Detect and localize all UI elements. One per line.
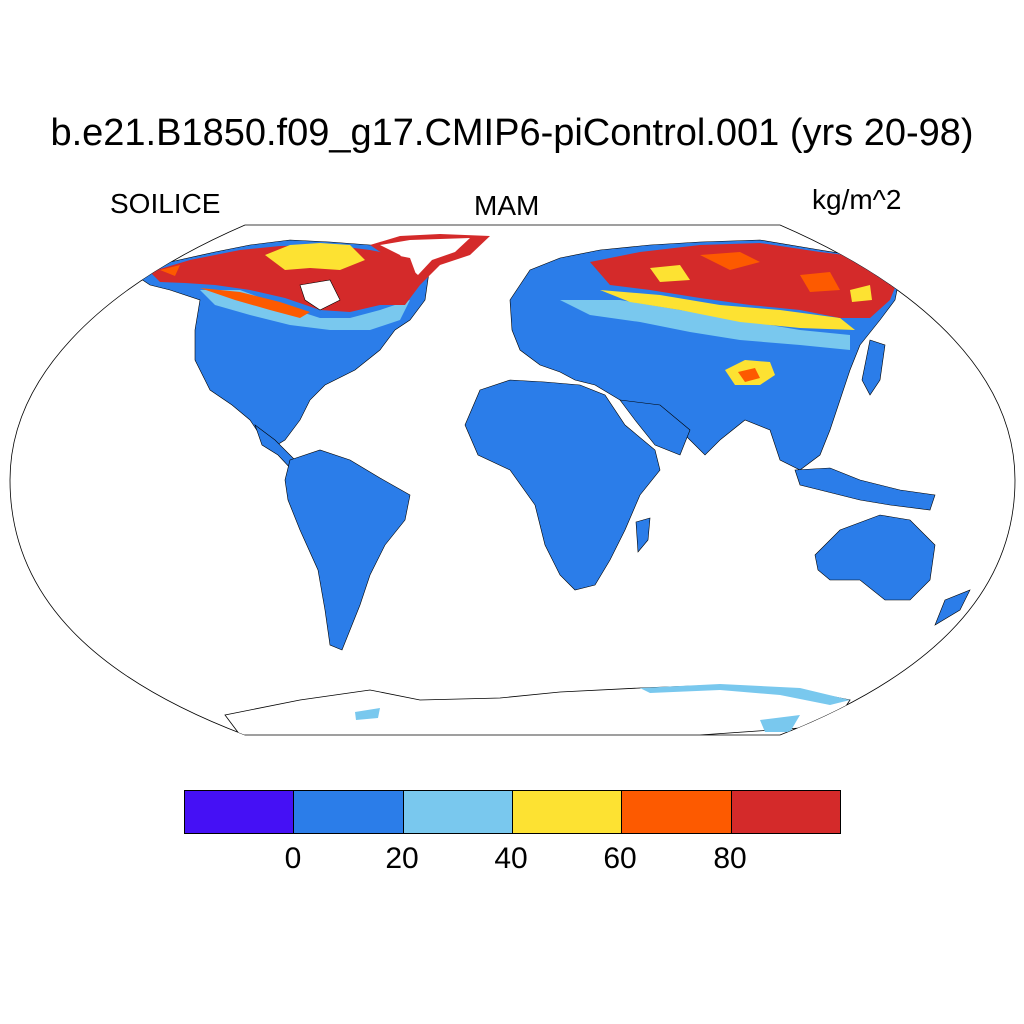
land-australia <box>814 514 936 601</box>
greenland-ice <box>380 238 470 275</box>
land-new-zealand <box>934 589 971 626</box>
colorbar-label: 0 <box>284 842 302 875</box>
hudson-bay <box>299 279 341 311</box>
land-japan <box>861 339 886 396</box>
colorbar-bin <box>294 791 404 833</box>
colorbar <box>184 790 841 834</box>
land-africa <box>464 379 661 591</box>
zone-eu-60b <box>650 265 872 302</box>
colorbar-bin <box>185 791 295 833</box>
land-arabia <box>619 399 691 456</box>
colorbar-label: 40 <box>494 842 528 875</box>
land-madagascar <box>635 517 651 553</box>
colorbar-bin <box>622 791 732 833</box>
variable-label: SOILICE <box>110 188 221 219</box>
units-label: kg/m^2 <box>812 184 902 215</box>
zone-eu-40 <box>560 300 850 350</box>
zone-tibet-80 <box>738 368 760 382</box>
colorbar-bin <box>731 791 840 833</box>
zone-na-60 <box>160 265 310 318</box>
antarctica-rim <box>355 684 850 732</box>
colorbar-bin <box>512 791 623 833</box>
colorbar-label: 60 <box>603 842 637 875</box>
land-se-asia-islands <box>794 467 936 511</box>
colorbar-label: 20 <box>385 842 419 875</box>
land-south-america <box>284 449 411 651</box>
season-label: MAM <box>474 190 540 221</box>
zone-na-arctic-islands <box>265 243 365 270</box>
colorbar-label: 80 <box>713 842 747 875</box>
zone-eu-80 <box>590 243 900 318</box>
plot-title: b.e21.B1850.f09_g17.CMIP6-piControl.001 … <box>50 112 974 154</box>
colorbar-bin <box>403 791 513 833</box>
zone-eu-60 <box>600 290 855 330</box>
zone-eu-80b <box>700 252 840 292</box>
